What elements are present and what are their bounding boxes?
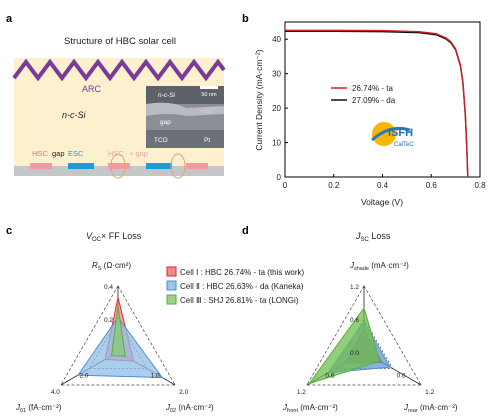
radar-grid	[60, 285, 176, 386]
legend-label-da: 27.09% - da	[352, 96, 396, 105]
hsc-contact-2	[108, 163, 130, 169]
jv-ytick-label: 40	[272, 35, 281, 44]
inset-tco-label: TCO	[154, 137, 168, 144]
jv-ylabel: Current Density (mA·cm⁻²)	[254, 49, 264, 150]
esc-contact-2	[146, 163, 172, 169]
jv-ytick-label: 10	[272, 139, 281, 148]
isfh-logo: ISFH CalTeC	[371, 122, 414, 148]
jv-curves	[285, 29, 469, 178]
inset-hsc-label: HSC	[201, 108, 215, 115]
radar-tick-label: 0.6	[325, 373, 334, 380]
tem-inset: 50 nm n-c-Si HSC gap TCO Pt	[146, 86, 224, 148]
structure-title: Structure of HBC solar cell	[64, 36, 176, 47]
legend-label-cell3: Cell Ⅲ : SHJ 26.81% - ta (LONGi)	[180, 296, 299, 305]
esc-contact-1	[68, 163, 94, 169]
legend-label-ta: 26.74% - ta	[352, 84, 393, 93]
legend-swatch-cell2	[166, 280, 177, 291]
radar-series-polygon	[307, 306, 381, 385]
scale-bar-label: 50 nm	[201, 92, 217, 98]
jv-curve-line	[285, 29, 469, 178]
radar-tick-label: 0.6	[350, 317, 359, 324]
legend-swatch-cell1	[166, 266, 177, 277]
arc-texture-line	[12, 58, 226, 82]
jv-xtick-label: 0.4	[377, 181, 389, 190]
logo-text: ISFH	[388, 127, 413, 139]
panel-a-label: a	[6, 13, 13, 25]
radar-tick-label: 1.2	[297, 389, 306, 396]
contact-esc-label: ESC	[68, 149, 84, 158]
jv-axis-ticks: 0 0.2 0.4 0.6 0.8 0 10 20 30 40	[272, 35, 486, 190]
radar-legend: Cell Ⅰ : HBC 26.74% - ta (this work) Cel…	[166, 266, 305, 305]
panel-d-label: d	[242, 225, 249, 237]
jv-xtick-label: 0.6	[426, 181, 438, 190]
gap-highlight-2	[170, 153, 186, 179]
jsc-title: JSC Loss	[355, 231, 391, 243]
nsi-label: n-c-Si	[62, 110, 87, 120]
radar-tick-label: 0.6	[397, 373, 406, 380]
radar-series-polygon	[111, 305, 126, 357]
radar-jsc: 0.0 0.6 1.2 0.6 1.2 0.6 1.2	[297, 284, 435, 396]
radar-tick-label: 0.4	[104, 284, 113, 291]
contact-hsc-label: HSC	[32, 149, 48, 158]
radar-tick-label: 0.2	[104, 317, 113, 324]
logo-sun-disc	[372, 122, 396, 146]
panel-b-label: b	[242, 13, 249, 25]
jv-ytick-label: 0	[277, 173, 282, 182]
logo-swoosh	[371, 126, 411, 142]
gap-highlight-1	[110, 153, 126, 179]
axis-j01-label: J01 (fA·cm⁻²)	[15, 403, 62, 414]
legend-label-cell1: Cell Ⅰ : HBC 26.74% - ta (this work)	[180, 268, 305, 277]
scale-bar	[200, 86, 218, 89]
radar-tick-label: 1.2	[350, 284, 359, 291]
radar-tick-label: 2.0	[79, 373, 88, 380]
inset-silicon	[146, 86, 224, 104]
contact-gap-right-label: + gap	[129, 149, 148, 158]
radar-tick-label: 4.0	[51, 389, 60, 396]
axis-jshade-label: Jshade (mA·cm⁻²)	[349, 261, 409, 272]
panel-a: a Structure of HBC solar cell ARC n-c-Si…	[6, 13, 226, 179]
metal-strip	[14, 166, 224, 176]
jv-xtick-label: 0	[283, 181, 288, 190]
jv-xtick-label: 0.2	[328, 181, 340, 190]
inset-hsc-layer	[146, 102, 224, 116]
panel-c: c VOC× FF Loss 0.2 0.4 1.0 2.0 2.0 4.0 RS (Ω·…	[6, 225, 305, 414]
axis-j02-label: J02 (nA·cm⁻²)	[165, 403, 214, 414]
jv-xtick-label: 0.8	[474, 181, 486, 190]
panel-c-label: c	[6, 225, 12, 237]
legend-swatch-cell3	[166, 294, 177, 305]
contact-hsc-right-label: HSC	[108, 149, 124, 158]
radar-tick-label: 0.0	[350, 350, 359, 357]
panel-d: d JSC Loss 0.0 0.6 1.2 0.6 1.2 0.6 1.2 Jshade …	[242, 225, 458, 414]
radar-grid	[306, 285, 422, 386]
inset-nsi-label: n-c-Si	[158, 92, 176, 99]
inset-gap-label: gap	[160, 119, 171, 126]
jv-ytick-label: 20	[272, 104, 281, 113]
jv-xlabel: Voltage (V)	[361, 197, 403, 207]
inset-tco-layer	[146, 130, 224, 148]
hsc-contact-1	[30, 163, 52, 169]
panel-b: b 0 0.2 0.4 0.6 0.8 0 10 20 30 40 Voltage (V) Cur…	[242, 13, 486, 207]
legend-label-cell2: Cell Ⅱ : HBC 26.63% - da (Kaneka)	[180, 282, 304, 291]
jv-legend: 26.74% - ta 27.09% - da	[331, 84, 396, 105]
jv-ytick-label: 30	[272, 70, 281, 79]
axis-rs-label: RS (Ω·cm²)	[92, 261, 131, 272]
radar-voc-ff: 0.2 0.4 1.0 2.0 2.0 4.0	[51, 284, 189, 396]
radar-tick-label: 1.2	[425, 389, 434, 396]
contact-gap-label: gap	[52, 149, 65, 158]
axis-jfront-label: Jfront (mA·cm⁻²)	[282, 403, 338, 414]
axis-jrear-label: Jrear (mA·cm⁻²)	[403, 403, 458, 414]
radar-tick-label: 1.0	[151, 373, 160, 380]
radar-tick-label: 2.0	[179, 389, 188, 396]
contact-gap-right-text: gap	[135, 149, 148, 158]
logo-subtext: CalTeC	[394, 142, 414, 148]
voc-ff-title: VOC× FF Loss	[86, 231, 142, 243]
inset-pt-label: Pt	[204, 137, 210, 144]
rear-contacts: HSC gap ESC HSC + gap	[14, 149, 224, 179]
arc-label: ARC	[82, 84, 102, 94]
hsc-contact-3	[186, 163, 208, 169]
